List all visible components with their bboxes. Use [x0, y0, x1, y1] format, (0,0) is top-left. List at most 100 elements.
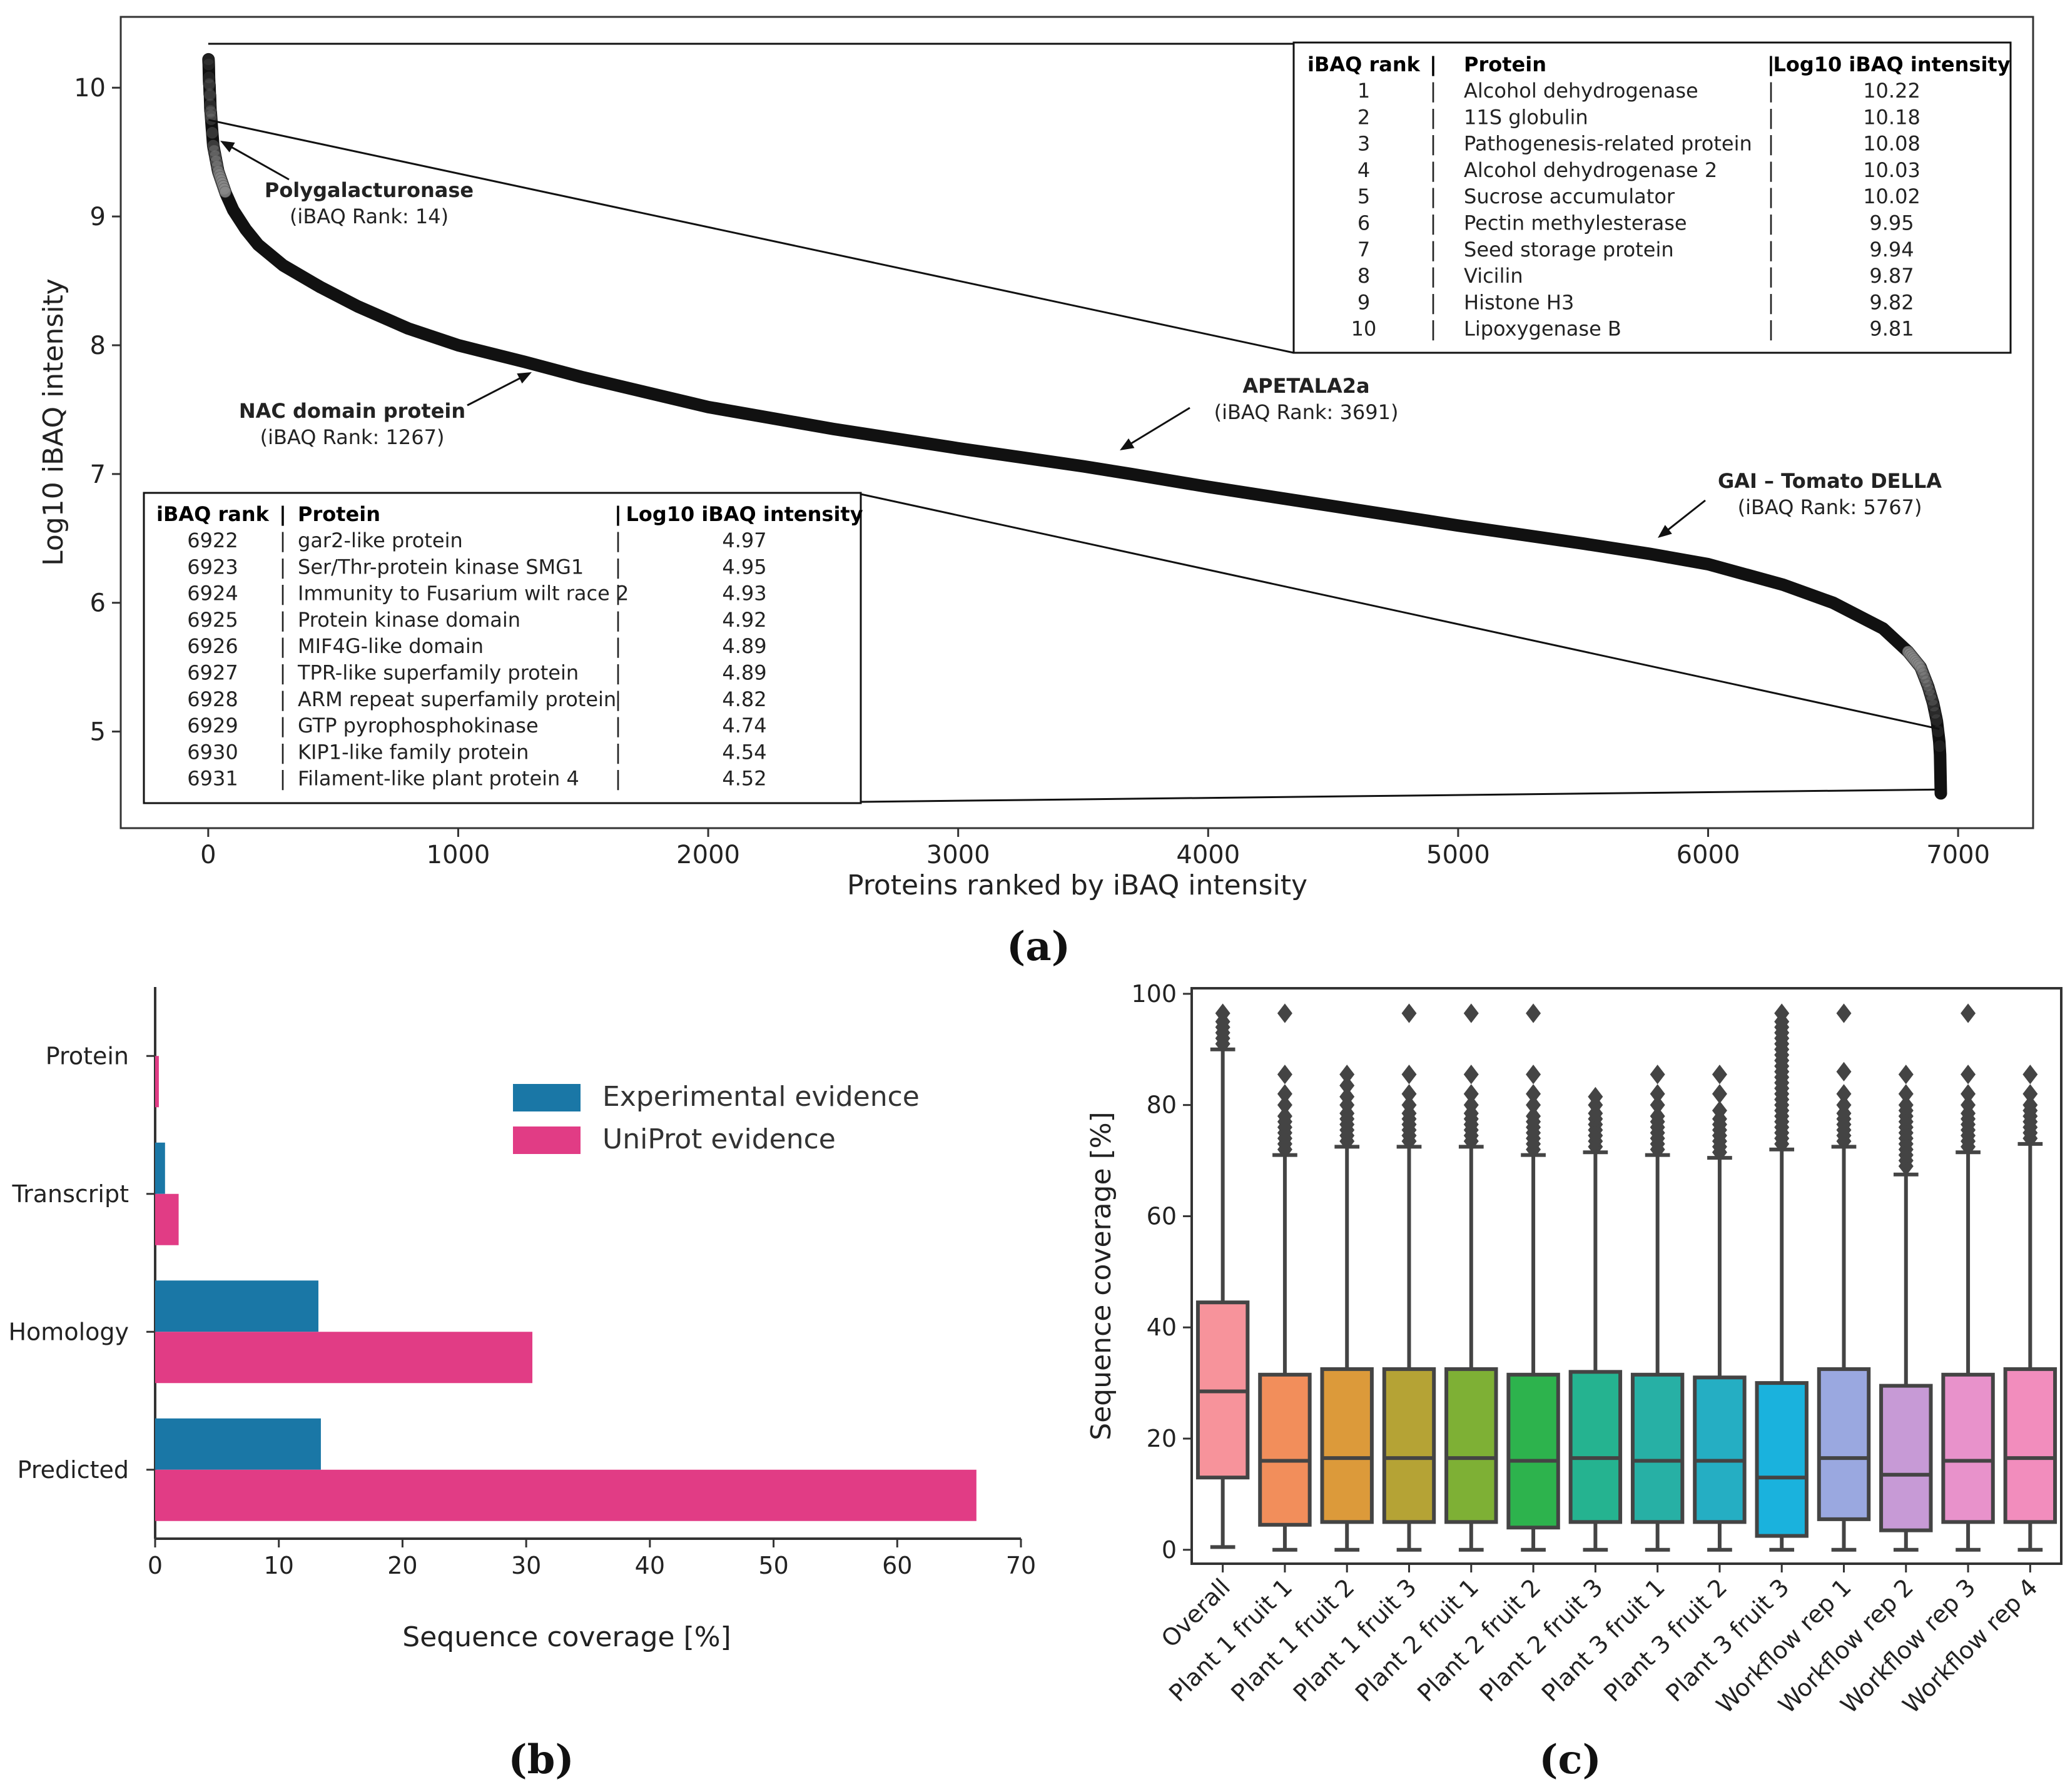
annotation-rank: (iBAQ Rank: 5767) — [1738, 495, 1922, 519]
category-label-transcript: Transcript — [11, 1180, 129, 1208]
ibaq-point — [204, 89, 216, 102]
annotation-arrow-head — [1120, 438, 1135, 450]
table-cell-intensity: 4.89 — [722, 661, 766, 685]
boxplot-overall — [1195, 1003, 1250, 1549]
outlier-marker — [1961, 1095, 1976, 1115]
outlier-marker — [1277, 1106, 1292, 1126]
iqr-box — [1941, 1372, 1995, 1524]
bottom-table-header-protein: Protein — [298, 502, 380, 526]
table-cell-intensity: 4.95 — [722, 555, 766, 579]
table-cell-sep: | — [280, 687, 287, 711]
ibaq-point — [1934, 740, 1946, 752]
ibaq-point — [204, 98, 216, 111]
table-row: 6923 | Ser/Thr-protein kinase SMG1 | 4.95 — [187, 555, 766, 579]
iqr-box — [1382, 1367, 1436, 1524]
top-table-header-sep2: | — [1767, 53, 1775, 77]
table-cell-intensity: 10.02 — [1863, 185, 1920, 208]
iqr-box — [1879, 1384, 1933, 1532]
x-tick-label: 5000 — [1426, 841, 1490, 869]
table-cell-sep: | — [1768, 238, 1775, 261]
boxplot-plant-1-fruit-1 — [1258, 1003, 1312, 1552]
outlier-marker — [1526, 1084, 1541, 1104]
table-cell-protein: Pathogenesis-related protein — [1464, 132, 1752, 156]
bottom-table-header-intensity: Log10 iBAQ intensity — [626, 502, 863, 526]
table-cell-rank: 6928 — [187, 687, 238, 711]
y-tick-label: 9 — [90, 203, 106, 231]
table-cell-sep: | — [280, 529, 287, 552]
table-cell-protein: gar2-like protein — [298, 529, 463, 552]
outlier-marker — [1277, 1095, 1292, 1115]
table-cell-sep: | — [615, 634, 622, 658]
outlier-marker — [1526, 1095, 1541, 1115]
y-axis-label: Sequence coverage [%] — [1085, 1111, 1117, 1440]
iqr-box — [1320, 1367, 1374, 1524]
ibaq-point — [1931, 714, 1943, 726]
table-cell-sep: | — [1430, 105, 1437, 129]
annotation-nac-domain-protein: NAC domain protein(iBAQ Rank: 1267) — [239, 372, 532, 449]
table-cell-rank: 6931 — [187, 767, 238, 791]
top-table-frame — [1292, 41, 2012, 354]
annotation-arrow-head — [220, 141, 235, 153]
outlier-marker — [1588, 1086, 1603, 1106]
x-tick-label: 40 — [635, 1552, 665, 1579]
panel-a-plot-frame — [119, 16, 2034, 829]
outlier-marker — [1463, 1095, 1479, 1115]
table-cell-rank: 1 — [1357, 79, 1370, 103]
x-axis-label: Proteins ranked by iBAQ intensity — [847, 869, 1307, 901]
table-row: 3 | Pathogenesis-related protein | 10.08 — [1357, 132, 1920, 156]
table-cell-protein: MIF4G-like domain — [298, 634, 484, 658]
y-tick-label: 10 — [74, 74, 106, 103]
outlier-marker — [1836, 1061, 1852, 1081]
ibaq-point — [1929, 707, 1941, 719]
outlier-marker — [1961, 1084, 1976, 1104]
x-tick-label: 4000 — [1176, 841, 1240, 869]
boxplot-workflow-rep-4 — [2003, 1065, 2057, 1552]
ibaq-point — [1921, 679, 1934, 691]
bottom-table-rows: 6922 | gar2-like protein | 4.97 6923 | Ser/Thr-… — [187, 529, 766, 791]
iqr-box — [1693, 1375, 1747, 1524]
table-cell-sep: | — [615, 529, 622, 552]
outlier-marker — [1215, 1003, 1230, 1023]
table-cell-sep: | — [280, 661, 287, 685]
bottom-table-frame — [143, 492, 862, 804]
table-cell-sep: | — [1430, 211, 1437, 235]
table-cell-rank: 5 — [1357, 185, 1370, 208]
table-row: 5 | Sucrose accumulator | 10.02 — [1357, 185, 1920, 208]
outlier-marker — [1836, 1095, 1852, 1115]
legend-swatch-experimental — [513, 1084, 581, 1111]
table-cell-protein: Alcohol dehydrogenase 2 — [1464, 158, 1717, 182]
table-cell-intensity: 4.89 — [722, 634, 766, 658]
table-cell-sep: | — [280, 740, 287, 764]
outlier-marker — [1650, 1095, 1665, 1115]
table-cell-sep: | — [615, 740, 622, 764]
ibaq-point — [204, 104, 216, 117]
ibaq-point — [1917, 667, 1929, 680]
table-row: 10 | Lipoxygenase B | 9.81 — [1351, 317, 1914, 341]
outlier-marker — [1526, 1106, 1541, 1126]
table-cell-rank: 6930 — [187, 740, 238, 764]
ibaq-point — [1915, 664, 1928, 676]
boxplot-plant-3-fruit-3 — [1755, 1003, 1809, 1552]
annotation-arrow-head — [1658, 525, 1672, 538]
legend-swatch-uniprot — [513, 1126, 581, 1154]
y-axis-ticks: 0 20 40 60 80 100 — [1131, 980, 1192, 1564]
table-cell-sep: | — [1768, 211, 1775, 235]
iqr-box — [1506, 1372, 1560, 1530]
table-cell-rank: 4 — [1357, 158, 1370, 182]
x-tick-label: 20 — [387, 1552, 417, 1579]
outlier-marker — [1650, 1084, 1665, 1104]
category-label-predicted: Predicted — [18, 1456, 129, 1484]
table-cell-protein: Ser/Thr-protein kinase SMG1 — [298, 555, 584, 579]
table-cell-sep: | — [280, 582, 287, 605]
bottom-table-connector-upper — [860, 493, 1940, 730]
table-cell-sep: | — [1430, 158, 1437, 182]
table-cell-protein: ARM repeat superfamily protein — [298, 687, 616, 711]
y-axis-ticks: 5 6 7 8 9 10 — [74, 74, 121, 747]
x-tick-label: 2000 — [676, 841, 740, 869]
outlier-marker — [1463, 1065, 1479, 1085]
ibaq-point — [219, 186, 231, 198]
table-cell-sep: | — [1768, 132, 1775, 156]
outlier-marker — [1339, 1086, 1355, 1106]
